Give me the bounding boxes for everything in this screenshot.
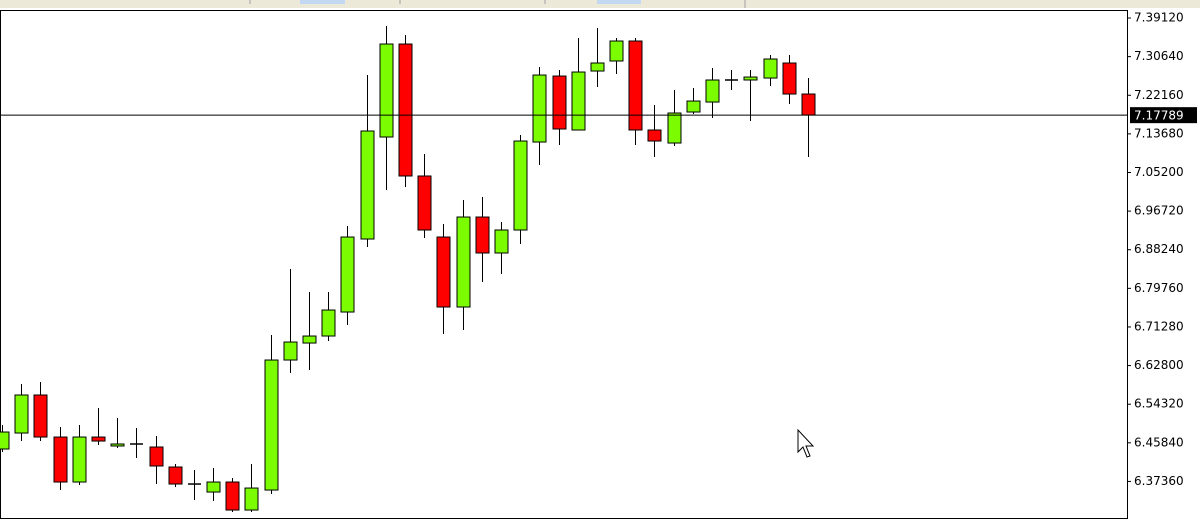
candle-body [494, 229, 509, 254]
candle-body [552, 75, 567, 130]
y-tick-label: 6.62800 [1134, 358, 1184, 372]
candle-body [609, 40, 624, 62]
candle-body [110, 443, 125, 447]
mouse-cursor [797, 428, 815, 458]
candle-body [53, 436, 68, 483]
candle-body [206, 481, 221, 493]
candle-body [33, 394, 48, 438]
y-tick-label: 6.96720 [1134, 204, 1184, 218]
candle-body [628, 40, 643, 131]
candle-body [91, 436, 106, 442]
candle-body [647, 129, 662, 142]
y-tick-label: 7.39120 [1134, 11, 1184, 25]
candle-body [705, 79, 720, 103]
candle-body [686, 100, 701, 113]
candle-body [801, 93, 816, 116]
candles [0, 26, 816, 513]
candle-body [417, 175, 432, 231]
current-price-label: 7.17789 [1134, 109, 1184, 123]
candle-body [571, 71, 586, 131]
candle-body [283, 341, 298, 361]
y-tick-label: 6.54320 [1134, 397, 1184, 411]
current-price-box [1130, 107, 1197, 124]
candle-body [475, 216, 490, 254]
candle-body [149, 446, 164, 467]
y-tick-label: 6.71280 [1134, 319, 1184, 333]
y-tick-label: 7.13680 [1134, 126, 1184, 140]
price-axis: 7.39120 7.30640 7.22160 7.13680 7.05200 6.967… [1127, 11, 1184, 488]
candle-body [743, 76, 758, 81]
y-tick-label: 6.45840 [1134, 435, 1184, 449]
candle-body [321, 309, 336, 337]
candle-body [72, 436, 87, 483]
candle-body [225, 481, 240, 511]
candle-body [667, 112, 682, 144]
toolbar-strip [0, 0, 1200, 8]
candle-body [436, 236, 451, 308]
y-tick-label: 6.79760 [1134, 281, 1184, 295]
toolbar-tab[interactable] [597, 0, 641, 4]
candle-body [763, 58, 778, 79]
candle-body [264, 359, 279, 491]
candle-body [360, 130, 375, 240]
candle-body [244, 487, 259, 511]
candle-body [14, 394, 29, 434]
y-tick-label: 6.37360 [1134, 474, 1184, 488]
candle-body [398, 43, 413, 177]
candle-body [340, 236, 355, 313]
candle-body [302, 335, 317, 344]
candle-body [456, 216, 471, 308]
y-tick-label: 7.05200 [1134, 165, 1184, 179]
y-tick-label: 6.88240 [1134, 242, 1184, 256]
candle-body [379, 43, 394, 138]
toolbar-tab[interactable] [300, 0, 345, 4]
candle-body [782, 62, 797, 95]
candle-body [532, 74, 547, 143]
candle-body [0, 431, 10, 450]
candle-body [590, 62, 605, 72]
candle-body [168, 466, 183, 485]
y-tick-label: 7.30640 [1134, 49, 1184, 63]
y-tick-label: 7.22160 [1134, 88, 1184, 102]
candle-body [513, 140, 528, 231]
